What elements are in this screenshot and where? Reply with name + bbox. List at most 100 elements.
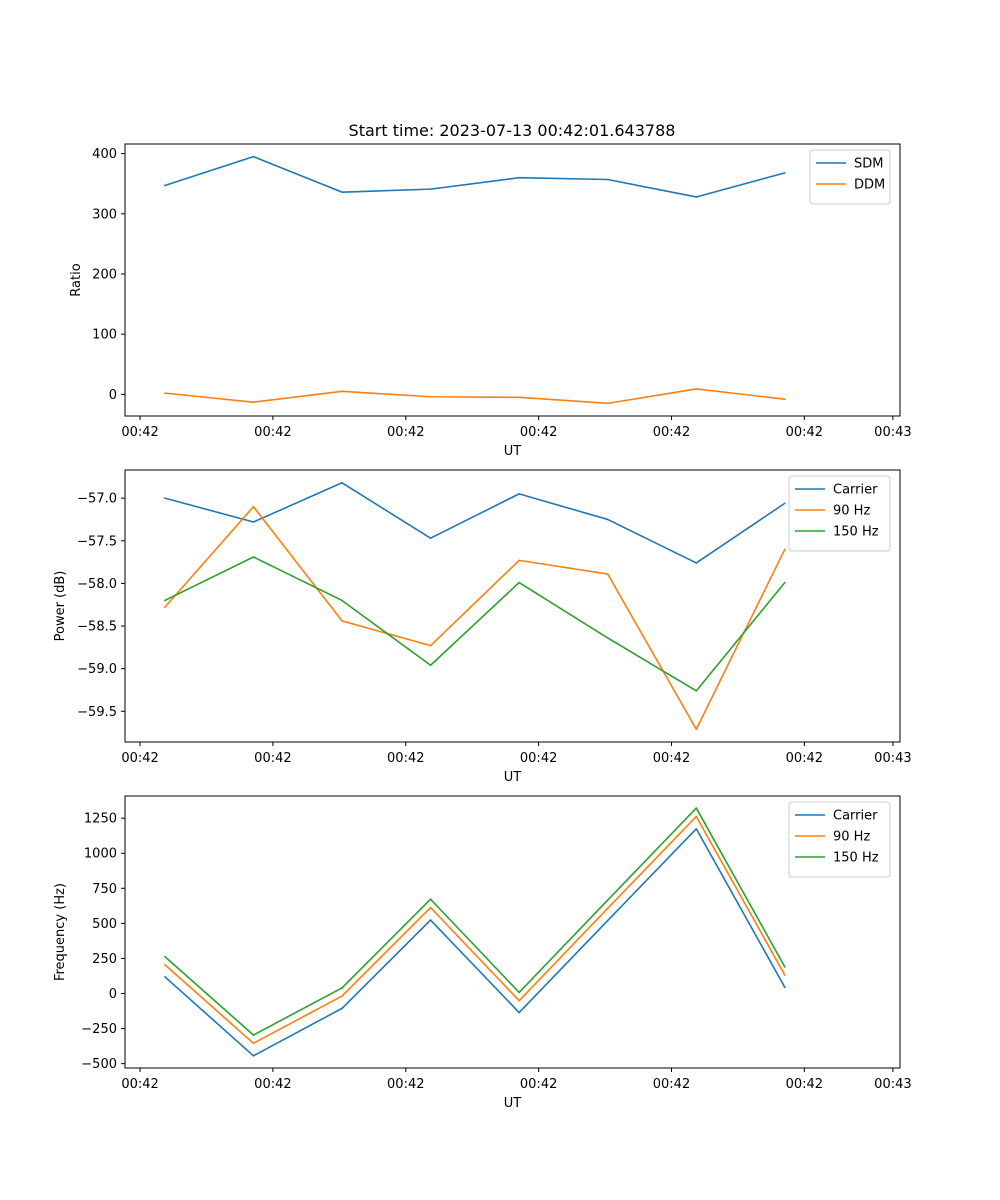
power-x-tick-label: 00:42	[121, 751, 158, 766]
power-x-tick-label: 00:42	[254, 751, 291, 766]
ratio-y-tick-label: 0	[109, 388, 117, 403]
power-legend: Carrier 90 Hz 150 Hz	[788, 475, 891, 552]
frequency-series-90-hz-point	[252, 1042, 255, 1045]
ratio-series-sdm-point	[606, 178, 609, 181]
ratio-series-ddm-point	[518, 396, 520, 399]
frequency-series-150-hz-point	[695, 807, 698, 809]
frequency-y-tick-label: 0	[109, 987, 117, 1002]
frequency-y-tick-label: 250	[92, 952, 117, 967]
power-series-90-hz-point	[784, 548, 786, 551]
power-series-carrier-point	[164, 497, 166, 499]
power-panel: 00:42 00:42 00:42 00:42 00:42 00:42 00:43 −59.5…	[53, 469, 912, 785]
power-x-axis-label: UT	[504, 770, 522, 785]
frequency-y-tick-label: 1000	[84, 847, 117, 862]
power-series-150-hz-point	[606, 637, 609, 639]
frequency-y-tick-label: 1250	[84, 812, 117, 827]
ratio-series-sdm-line	[164, 155, 786, 198]
power-y-tick-label: −57.0	[77, 492, 117, 507]
ratio-series-ddm-line	[164, 388, 785, 405]
frequency-series-150-hz-point	[518, 991, 520, 994]
ratio-series-ddm-point	[341, 390, 343, 393]
frequency-legend-label-150-hz: 150 Hz	[833, 851, 879, 866]
power-series-150-hz-point	[252, 556, 255, 558]
frequency-series-150-hz-point	[429, 898, 432, 901]
ratio-series-sdm-point	[341, 191, 343, 193]
ratio-series-ddm-point	[252, 401, 255, 403]
power-legend-box	[788, 475, 891, 552]
power-y-tick-label: −58.5	[77, 620, 117, 635]
frequency-x-axis-label: UT	[504, 1096, 522, 1111]
ratio-x-tick-label: 00:42	[121, 425, 158, 440]
power-series-90-hz-point	[252, 505, 255, 508]
ratio-legend-label-ddm: DDM	[854, 178, 885, 193]
ratio-x-tick-label: 00:42	[520, 425, 557, 440]
frequency-series-carrier-point	[252, 1055, 255, 1057]
power-series-carrier-point	[252, 521, 255, 523]
frequency-series-150-hz-point	[164, 955, 166, 958]
frequency-series-90-hz-point	[518, 999, 520, 1002]
power-y-tick-label: −59.5	[77, 705, 117, 720]
frequency-series-90-hz-point	[164, 963, 166, 966]
frequency-series-carrier-point	[341, 1007, 343, 1010]
power-y-axis-label: Power (dB)	[53, 571, 68, 642]
power-x-tick-label: 00:43	[874, 751, 911, 766]
frequency-series-150-hz-point	[341, 987, 343, 989]
frequency-x-tick-label: 00:42	[520, 1077, 557, 1092]
ratio-series-ddm-point	[606, 402, 609, 405]
ratio-legend: SDM DDM	[809, 149, 891, 205]
frequency-x-tick-label: 00:42	[653, 1077, 690, 1092]
frequency-series-carrier-point	[518, 1011, 520, 1014]
power-series-90-hz-point	[164, 606, 166, 609]
power-series-150-hz-point	[784, 581, 786, 584]
ratio-series-ddm-point	[695, 388, 698, 390]
power-x-tick-label: 00:42	[387, 751, 424, 766]
frequency-series-90-hz-point	[784, 974, 786, 976]
ratio-y-tick-label: 400	[92, 147, 117, 162]
frequency-series-carrier-point	[784, 986, 786, 989]
ratio-x-tick-label: 00:42	[387, 425, 424, 440]
frequency-series-150-hz-line	[164, 807, 786, 1036]
frequency-y-tick-label: 750	[92, 882, 117, 897]
frequency-y-tick-label: −250	[81, 1022, 117, 1037]
power-series-150-hz-point	[341, 599, 343, 602]
power-series-carrier-point	[784, 502, 786, 505]
power-axes-frame	[124, 469, 901, 743]
ratio-y-axis-label: Ratio	[69, 263, 84, 296]
power-series-carrier-point	[518, 493, 520, 495]
ratio-series-sdm-point	[252, 155, 255, 158]
frequency-legend-label-carrier: Carrier	[833, 809, 878, 824]
frequency-series-carrier-line	[164, 828, 786, 1057]
ratio-y-tick-label: 100	[92, 328, 117, 343]
ratio-series-sdm-point	[429, 188, 432, 190]
frequency-series-90-hz-point	[695, 815, 698, 818]
frequency-x-tick-label: 00:43	[874, 1077, 911, 1092]
frequency-x-tick-label: 00:42	[121, 1077, 158, 1092]
power-series-carrier-line	[164, 481, 786, 564]
power-series-150-hz-point	[164, 599, 166, 602]
power-legend-label-90-hz: 90 Hz	[833, 504, 870, 519]
power-x-tick-label: 00:42	[653, 751, 690, 766]
power-x-tick-label: 00:42	[520, 751, 557, 766]
frequency-series-carrier-point	[695, 828, 698, 830]
frequency-legend-box	[788, 801, 891, 878]
power-series-90-hz-point	[341, 620, 343, 622]
ratio-x-tick-label: 00:42	[786, 425, 823, 440]
frequency-series-150-hz-point	[252, 1034, 255, 1036]
frequency-axes-frame	[124, 795, 901, 1069]
ratio-panel: 00:42 00:42 00:42 00:42 00:42 00:42 00:43 0 100 2…	[69, 143, 912, 459]
frequency-series-carrier-point	[164, 976, 166, 978]
ratio-axes-frame	[124, 143, 901, 417]
frequency-series-carrier-point	[429, 919, 432, 921]
frequency-legend: Carrier 90 Hz 150 Hz	[788, 801, 891, 878]
frequency-x-tick-label: 00:42	[387, 1077, 424, 1092]
frequency-panel: 00:42 00:42 00:42 00:42 00:42 00:42 00:43 −500 −…	[53, 795, 912, 1111]
figure-title: Start time: 2023-07-13 00:42:01.643788	[349, 121, 676, 140]
ratio-series-ddm-point	[784, 398, 786, 400]
power-series-150-hz-point	[429, 664, 432, 667]
ratio-series-sdm-point	[164, 184, 166, 187]
ratio-series-sdm-point	[518, 176, 520, 179]
power-legend-label-carrier: Carrier	[833, 483, 878, 498]
frequency-series-150-hz-point	[784, 966, 786, 968]
frequency-series-150-hz-point	[606, 899, 609, 901]
